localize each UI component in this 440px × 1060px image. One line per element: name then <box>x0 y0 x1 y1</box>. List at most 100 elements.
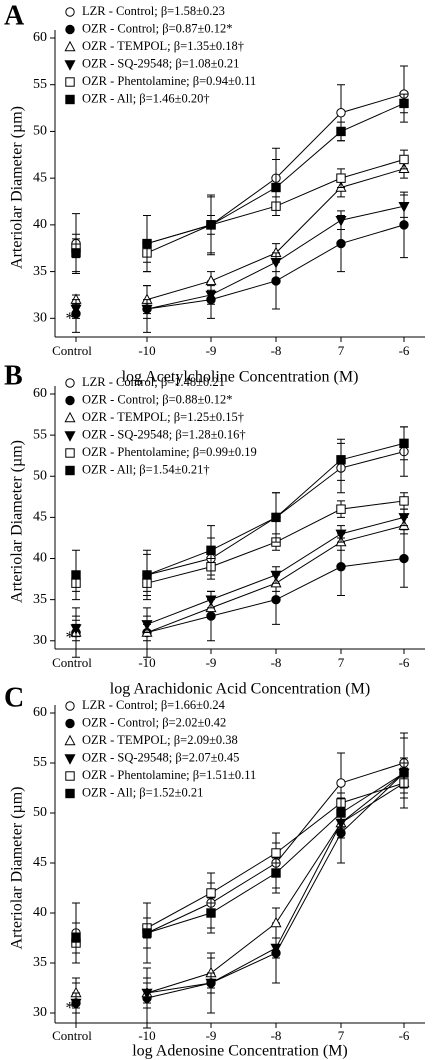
data-point <box>336 173 346 183</box>
legend-label: OZR - Phentolamine; β=1.51±0.11 <box>82 768 256 782</box>
y-tick-label: 60 <box>33 705 47 720</box>
data-point <box>336 808 346 818</box>
data-point <box>336 238 346 249</box>
y-tick-label: 35 <box>33 264 47 279</box>
data-point <box>335 216 347 227</box>
y-tick-label: 50 <box>33 124 47 139</box>
y-tick-label: 35 <box>33 955 47 970</box>
data-point <box>336 562 346 572</box>
legend-marker <box>65 77 75 87</box>
x-tick-label: Control <box>52 1028 92 1043</box>
x-tick-label: Control <box>52 343 92 358</box>
legend-marker <box>65 701 75 711</box>
data-point <box>271 594 281 605</box>
x-axis-title: log Adenosine Concentration (M) <box>132 1043 348 1060</box>
legend-label: OZR - Control; β=0.88±0.12* <box>82 392 232 406</box>
y-tick-label: 30 <box>33 1005 47 1020</box>
data-point <box>142 238 152 249</box>
data-point <box>70 304 82 316</box>
data-point <box>336 108 346 118</box>
x-tick-label: 7 <box>338 655 345 670</box>
data-point <box>206 220 216 230</box>
legend-marker <box>65 718 75 729</box>
data-point <box>141 620 153 631</box>
data-point <box>336 126 346 137</box>
data-point <box>270 943 282 955</box>
y-axis-title: Arteriolar Diameter (µm) <box>9 787 26 950</box>
x-tick-label: 7 <box>338 1028 345 1043</box>
x-tick-label: -6 <box>399 1028 410 1043</box>
x-tick-label: -8 <box>271 1028 282 1043</box>
data-point <box>206 545 216 555</box>
legend-label: LZR - Control; β=1.66±0.24 <box>82 698 226 712</box>
legend-label: LZR - Control; β=1.48±0.21 <box>82 375 225 389</box>
y-tick-label: 50 <box>33 468 47 483</box>
legend-label: LZR - Control; β=1.58±0.23 <box>82 4 225 18</box>
legend-marker <box>64 754 76 765</box>
y-tick-label: 40 <box>33 551 47 566</box>
x-axis-title: log Arachidonic Acid Concentration (M) <box>110 681 370 698</box>
data-point <box>70 998 82 1010</box>
y-tick-label: 45 <box>33 510 47 525</box>
data-point <box>205 595 217 606</box>
y-tick-label: 35 <box>33 592 47 607</box>
data-point <box>270 916 282 928</box>
data-point <box>399 768 409 778</box>
data-point <box>271 276 281 286</box>
x-tick-label: Control <box>52 655 92 670</box>
legend-marker <box>65 7 75 17</box>
y-tick-label: 60 <box>33 386 47 401</box>
y-axis-title: Arteriolar Diameter (µm) <box>9 106 26 269</box>
legend-label: OZR - TEMPOL; β=1.35±0.18† <box>82 39 244 53</box>
data-point <box>141 304 153 316</box>
data-point <box>206 908 216 918</box>
data-point <box>398 201 410 213</box>
legend-marker <box>64 411 76 423</box>
data-point <box>271 512 281 523</box>
panel-letter: B <box>4 360 23 391</box>
y-axis-title: Arteriolar Diameter (µm) <box>9 440 26 603</box>
legend-label: OZR - SQ-29548; β=1.08±0.21 <box>82 56 239 70</box>
data-point <box>398 513 410 524</box>
legend-marker <box>65 378 75 388</box>
legend-label: OZR - Control; β=0.87±0.12* <box>82 21 232 35</box>
x-tick-label: -10 <box>138 1028 155 1043</box>
x-tick-label: -10 <box>138 655 155 670</box>
data-point <box>205 978 217 990</box>
x-tick-label: -10 <box>138 343 155 358</box>
data-point <box>399 438 409 449</box>
legend-marker <box>64 40 76 52</box>
y-tick-label: 45 <box>33 170 47 185</box>
legend-label: OZR - All; β=1.46±0.20† <box>82 91 210 105</box>
data-point <box>270 258 282 269</box>
data-point <box>206 888 216 898</box>
annotation: * <box>66 998 75 1017</box>
y-tick-label: 45 <box>33 855 47 870</box>
legend-label: OZR - SQ-29548; β=1.28±0.16† <box>82 427 246 441</box>
x-tick-label: -8 <box>271 343 282 358</box>
y-tick-label: 40 <box>33 905 47 920</box>
annotation: * <box>66 627 75 646</box>
panel-letter: C <box>4 682 24 713</box>
x-tick-label: -8 <box>271 655 282 670</box>
data-point <box>271 182 281 193</box>
legend-label: OZR - Phentolamine; β=0.94±0.11 <box>82 74 256 88</box>
x-tick-label: -9 <box>206 343 217 358</box>
legend-marker <box>65 395 75 406</box>
legend-marker <box>64 734 76 746</box>
y-tick-label: 40 <box>33 217 47 232</box>
data-point <box>142 570 152 580</box>
y-tick-label: 30 <box>33 633 47 648</box>
data-point <box>71 570 81 580</box>
y-tick-label: 30 <box>33 311 47 326</box>
data-point <box>71 933 81 943</box>
data-point <box>399 98 409 109</box>
y-tick-label: 50 <box>33 805 47 820</box>
legend-marker <box>64 431 76 442</box>
data-point <box>70 624 82 635</box>
x-tick-label: -6 <box>399 343 410 358</box>
x-tick-label: 7 <box>338 343 345 358</box>
data-point <box>399 220 409 230</box>
data-point <box>399 154 409 165</box>
